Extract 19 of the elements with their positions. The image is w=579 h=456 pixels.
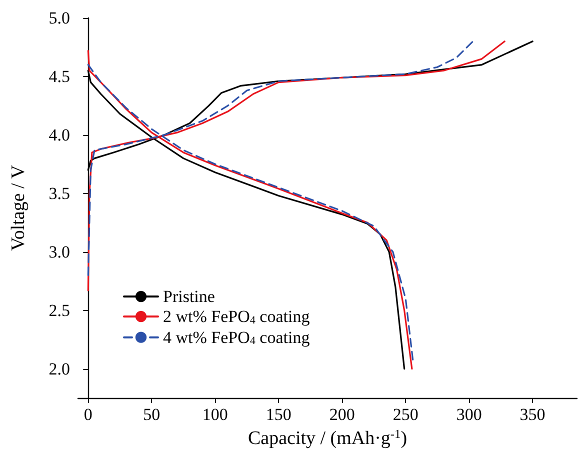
- x-tick-label: 50: [143, 405, 160, 424]
- x-tick-label: 100: [202, 405, 228, 424]
- y-tick-label: 4.5: [48, 66, 70, 86]
- x-tick-label: 200: [329, 405, 355, 424]
- y-tick-label: 4.0: [48, 125, 70, 144]
- y-tick-label: 2.5: [48, 300, 70, 320]
- y-tick-label: 2.0: [48, 359, 70, 378]
- y-tick-label: 5.0: [48, 8, 70, 28]
- legend-label: Pristine: [163, 287, 215, 306]
- x-tick-label: 250: [392, 405, 418, 424]
- y-tick-label: 3.0: [48, 242, 70, 262]
- y-axis-title: Voltage / V: [8, 164, 29, 251]
- x-tick-label: 300: [456, 405, 482, 424]
- x-tick-label: 350: [520, 405, 546, 424]
- legend-label: 4 wt% FePO4 coating: [163, 328, 310, 348]
- y-tick-label: 3.5: [48, 184, 70, 203]
- x-tick-label: 150: [266, 405, 292, 424]
- x-tick-label: 0: [84, 405, 92, 424]
- legend-label: 2 wt% FePO4 coating: [163, 307, 310, 326]
